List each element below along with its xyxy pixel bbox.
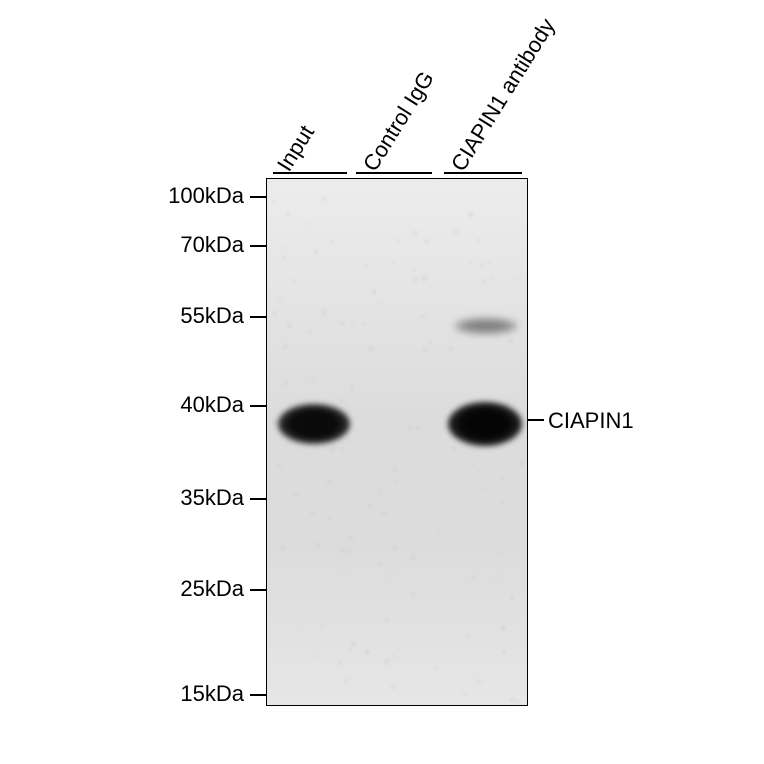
lane-label: CIAPIN1 antibody [446,14,561,176]
lane-underline [444,172,522,174]
mw-label: 55kDa [180,303,244,329]
mw-tick [250,589,266,591]
mw-label: 40kDa [180,392,244,418]
band [278,404,350,444]
lane-underline [273,172,347,174]
mw-tick [250,405,266,407]
mw-label: 100kDa [168,183,244,209]
mw-tick [250,316,266,318]
mw-label: 35kDa [180,485,244,511]
lane-label: Input [272,121,320,176]
mw-label: 70kDa [180,232,244,258]
lane-label: Control IgG [358,67,440,176]
mw-tick [250,694,266,696]
mw-label: 25kDa [180,576,244,602]
protein-tick [528,419,544,421]
western-blot-figure: Input Control IgGCIAPIN1 antibody 100kDa 7… [0,0,764,764]
mw-tick [250,498,266,500]
mw-tick [250,245,266,247]
band [448,402,522,446]
mw-tick [250,196,266,198]
band [454,318,518,334]
protein-label: CIAPIN1 [548,408,634,434]
lane-underline [356,172,432,174]
mw-label: 15kDa [180,681,244,707]
